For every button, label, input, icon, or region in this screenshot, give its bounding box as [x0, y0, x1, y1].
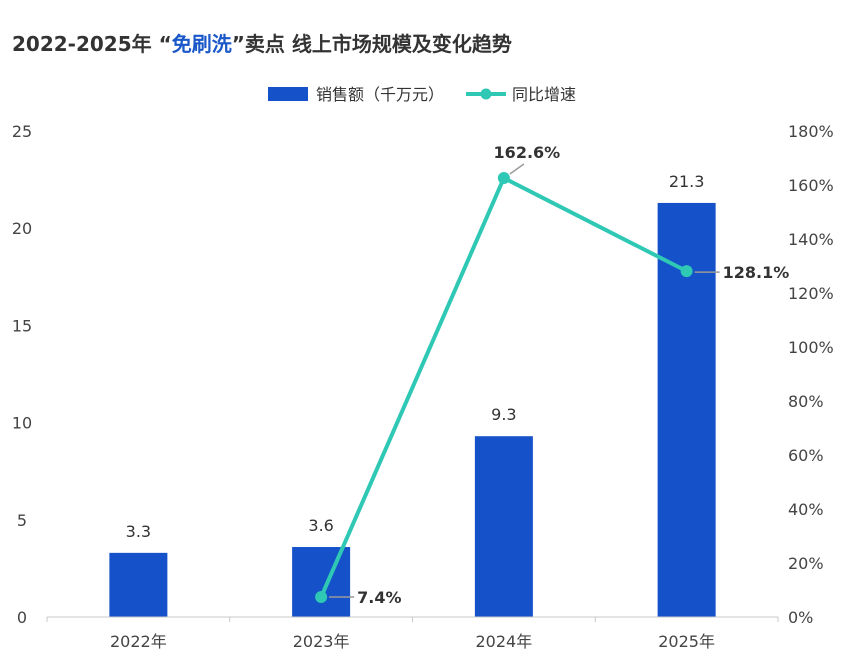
y-right-tick-label: 140% — [788, 230, 834, 249]
y-right-tick-label: 20% — [788, 554, 824, 573]
growth-label-leader — [509, 163, 525, 175]
bar — [292, 547, 351, 617]
bar-value-label: 3.6 — [308, 516, 333, 535]
bar — [474, 436, 533, 617]
y-left-tick-label: 10 — [12, 414, 32, 433]
bar-value-label: 9.3 — [491, 405, 516, 424]
legend-bar-label: 销售额（千万元） — [316, 85, 444, 104]
growth-point — [497, 171, 510, 184]
growth-point — [680, 265, 693, 278]
title-highlight: 免刷洗 — [171, 32, 232, 56]
x-tick-label: 2024年 — [476, 632, 533, 651]
y-left-tick-label: 5 — [17, 511, 27, 530]
y-left-tick-label: 15 — [12, 316, 32, 335]
y-right-tick-label: 0% — [788, 608, 813, 627]
legend: 销售额（千万元） 同比增速 — [268, 85, 576, 104]
right-axis: 0% 20% 40% 60% 80% 100% 120% 140% 160% 180% — [788, 122, 834, 627]
y-left-tick-label: 20 — [12, 219, 32, 238]
y-right-tick-label: 100% — [788, 338, 834, 357]
bar — [657, 202, 716, 618]
y-right-tick-label: 180% — [788, 122, 834, 141]
y-right-tick-label: 60% — [788, 446, 824, 465]
title-prefix: 2022-2025年 “ — [12, 32, 172, 56]
legend-line-marker — [480, 88, 492, 100]
y-right-tick-label: 40% — [788, 500, 824, 519]
legend-line-label: 同比增速 — [512, 85, 576, 104]
y-left-tick-label: 0 — [17, 608, 27, 627]
x-tick-label: 2022年 — [110, 632, 167, 651]
x-tick-label: 2023年 — [293, 632, 350, 651]
bar-value-label: 21.3 — [669, 172, 705, 191]
y-right-tick-label: 160% — [788, 176, 834, 195]
y-right-tick-label: 80% — [788, 392, 824, 411]
y-left-tick-label: 25 — [12, 122, 32, 141]
bar — [109, 552, 168, 617]
growth-value-label: 162.6% — [494, 143, 561, 162]
growth-value-label: 7.4% — [357, 588, 401, 607]
line-series: 7.4% 162.6% 128.1% — [315, 143, 789, 607]
x-axis: 2022年 2023年 2024年 2025年 — [46, 616, 779, 651]
x-tick-label: 2025年 — [658, 632, 715, 651]
left-axis: 0 5 10 15 20 25 — [12, 122, 32, 627]
title-suffix: ”卖点 线上市场规模及变化趋势 — [231, 32, 512, 56]
legend-bar-swatch — [268, 87, 308, 101]
growth-point — [315, 591, 328, 604]
growth-value-label: 128.1% — [723, 263, 790, 282]
y-right-tick-label: 120% — [788, 284, 834, 303]
chart-title: 2022-2025年 “免刷洗”卖点 线上市场规模及变化趋势 — [12, 28, 512, 57]
bar-value-label: 3.3 — [126, 522, 151, 541]
